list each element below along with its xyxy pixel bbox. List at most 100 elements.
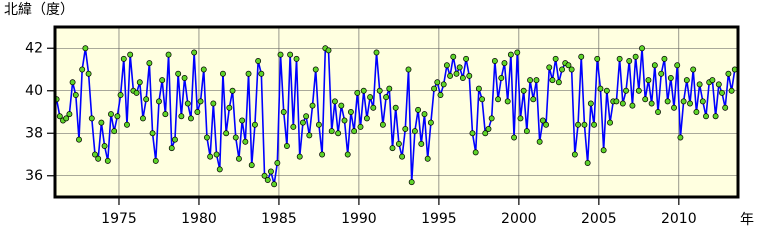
data-point: [674, 62, 681, 69]
data-point: [328, 128, 335, 135]
data-point: [472, 149, 479, 156]
data-point: [379, 121, 386, 128]
data-point: [671, 104, 677, 111]
data-point: [293, 55, 300, 62]
data-point: [82, 45, 89, 52]
data-point: [239, 117, 246, 124]
data-point: [687, 100, 693, 107]
x-tick-label: 1980: [181, 211, 217, 227]
data-point: [111, 128, 118, 135]
x-tick-label: 2000: [501, 211, 537, 227]
data-point: [306, 132, 313, 139]
data-point: [351, 128, 358, 135]
data-point: [549, 77, 556, 84]
data-point: [283, 143, 290, 149]
data-point: [677, 134, 684, 141]
data-point: [136, 79, 143, 86]
data-point: [581, 121, 588, 128]
data-point: [405, 66, 412, 73]
data-point: [523, 128, 530, 135]
data-point: [418, 140, 425, 147]
data-point: [616, 55, 623, 62]
data-point: [264, 177, 271, 183]
data-point: [555, 79, 562, 86]
data-point: [120, 55, 127, 62]
data-point: [722, 104, 729, 111]
data-point: [363, 115, 370, 122]
data-point: [299, 119, 306, 126]
data-point: [402, 126, 409, 132]
data-point: [431, 85, 438, 92]
x-tick-label: 1995: [421, 211, 457, 227]
data-point: [204, 134, 210, 141]
data-point: [159, 77, 166, 84]
data-point: [242, 138, 249, 145]
data-point: [530, 96, 537, 103]
y-tick-label: 42: [25, 40, 43, 56]
data-point: [690, 66, 697, 73]
data-point: [178, 113, 185, 120]
data-point: [565, 62, 572, 69]
data-point: [415, 106, 422, 113]
data-point: [613, 98, 620, 105]
data-point: [466, 72, 473, 79]
data-point: [664, 98, 671, 105]
plot-frame: [53, 25, 740, 199]
data-point: [539, 117, 546, 124]
data-point: [331, 98, 338, 105]
y-tick-label: 36: [25, 168, 43, 184]
data-point: [591, 121, 597, 128]
data-point: [235, 155, 242, 162]
x-tick-label: 1975: [101, 211, 137, 227]
data-point: [168, 145, 175, 152]
data-point: [424, 155, 431, 162]
data-point: [335, 130, 342, 137]
data-point: [165, 51, 172, 58]
data-point: [485, 126, 492, 132]
data-point: [683, 77, 690, 84]
data-point: [533, 77, 540, 84]
data-point: [181, 75, 188, 81]
data-point: [290, 123, 297, 130]
data-point: [597, 85, 604, 92]
data-point: [619, 100, 626, 107]
data-point: [709, 77, 716, 84]
data-point: [463, 55, 470, 62]
x-tick-label: 2005: [581, 211, 617, 227]
data-point: [140, 115, 146, 122]
data-point: [92, 151, 98, 158]
data-point: [395, 140, 402, 147]
data-point: [520, 87, 527, 94]
x-tick-label: 1990: [341, 211, 377, 227]
data-point: [450, 53, 457, 60]
data-point: [226, 104, 233, 111]
data-point: [504, 98, 511, 105]
data-point: [255, 58, 262, 64]
data-point: [156, 98, 162, 105]
data-point: [341, 117, 348, 124]
data-point: [376, 87, 383, 94]
data-point: [85, 70, 92, 77]
data-point: [127, 51, 134, 58]
data-point: [728, 87, 735, 94]
data-point: [434, 79, 441, 86]
data-point: [296, 153, 303, 160]
data-point: [261, 172, 268, 179]
data-point: [725, 70, 732, 77]
y-axis-label: 北緯（度）: [4, 2, 74, 18]
data-point: [229, 87, 236, 94]
data-point: [488, 115, 495, 122]
data-point: [594, 55, 601, 62]
data-point: [197, 98, 204, 105]
data-point: [543, 121, 550, 128]
data-point: [373, 49, 380, 56]
data-point: [469, 130, 476, 137]
data-point: [213, 151, 220, 158]
data-point: [143, 96, 150, 103]
data-point: [552, 55, 559, 62]
data-point: [277, 51, 284, 58]
data-point: [76, 136, 82, 143]
data-point: [188, 115, 194, 122]
data-point: [303, 113, 310, 120]
data-point: [347, 109, 354, 115]
